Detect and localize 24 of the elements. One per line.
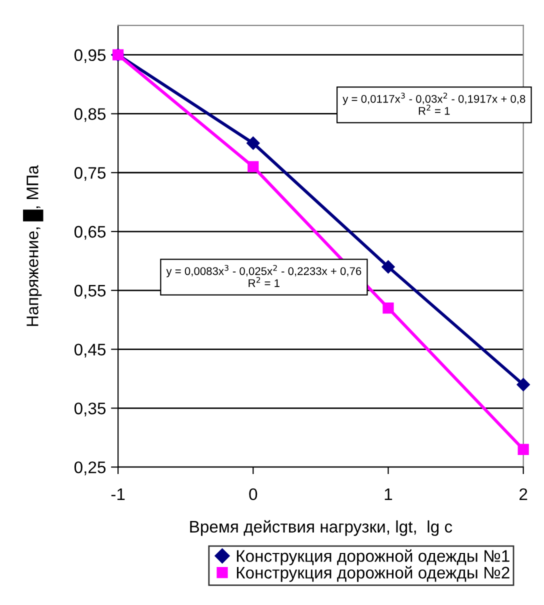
y-tick-label: 0,45 [74, 344, 106, 358]
legend-label: Конструкция дорожной одежды №2 [236, 566, 510, 582]
y-tick-label: 0,95 [74, 49, 106, 64]
x-axis-title: Время действия нагрузки, lgt, lg c [190, 520, 452, 536]
text: y = 0,0117x$^{3}$ - 0,03x$^{2}$ - 0,1917x + 0,8 R$^{2}$ = 1 [342, 92, 526, 115]
point [246, 136, 260, 150]
legend-label: Конструкция дорожной одежды №1 [236, 549, 510, 566]
point [382, 302, 394, 314]
point [248, 161, 259, 172]
y-tick-label: 0,55 [74, 284, 106, 299]
y-tick-label: 0,35 [74, 402, 106, 416]
x-tick-label: 0 [249, 488, 258, 500]
y-tick-label: 0,85 [74, 108, 106, 122]
y-axis-title: Напряжение, █, МПа [23, 165, 44, 326]
x-tick-label: -1 [111, 488, 125, 500]
x-tick-label: 2 [520, 488, 528, 500]
y-tick-label: 0,65 [74, 226, 106, 240]
y-tick-label: 0,75 [74, 167, 106, 181]
text: y = 0,0083x$^{3}$ - 0,025x$^{2}$ - 0,2233x + 0,76 R$^{2}$ = 1 [166, 264, 362, 287]
point [516, 378, 530, 392]
point [518, 444, 529, 455]
point [382, 260, 395, 274]
x-tick-label: 1 [384, 488, 392, 500]
y-tick-label: 0,25 [74, 461, 106, 476]
